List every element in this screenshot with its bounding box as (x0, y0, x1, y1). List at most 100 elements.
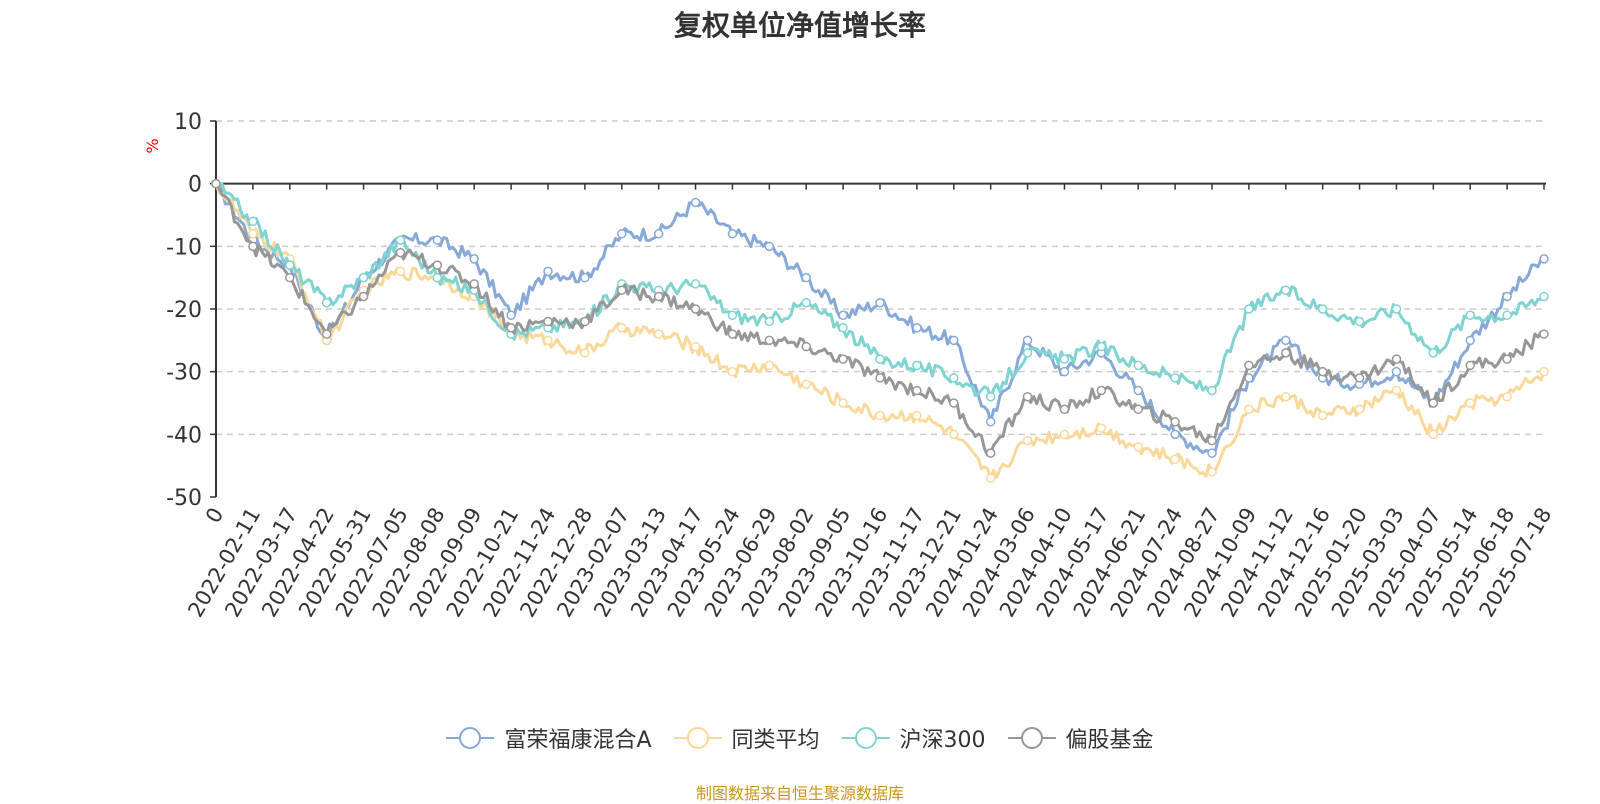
legend-item[interactable]: 同类平均 (673, 722, 820, 754)
data-point (248, 216, 258, 227)
data-point (1502, 354, 1512, 364)
y-tick-label: -30 (166, 361, 202, 386)
data-point (1059, 366, 1070, 377)
legend-item[interactable]: 沪深300 (841, 722, 986, 754)
data-point (1317, 304, 1328, 314)
data-point (690, 197, 701, 208)
data-point (653, 229, 664, 239)
y-tick-label: -10 (166, 235, 202, 260)
y-axis-label: % (143, 138, 162, 153)
data-point (321, 329, 332, 339)
data-point (1207, 467, 1217, 477)
data-point (1170, 429, 1180, 440)
data-point (580, 348, 590, 358)
data-point (727, 366, 738, 377)
data-point (1059, 429, 1070, 440)
data-point (617, 285, 627, 295)
legend-swatch-icon (446, 727, 495, 749)
data-point (1428, 398, 1439, 408)
data-point (285, 272, 295, 283)
data-point (543, 335, 553, 346)
y-tick-label: 0 (188, 173, 202, 198)
data-point (1502, 391, 1512, 402)
data-point (690, 304, 701, 314)
data-point (764, 360, 775, 371)
x-tick-label: 0 (201, 504, 228, 528)
data-point (690, 279, 701, 289)
data-point (912, 323, 922, 333)
data-point (506, 323, 516, 333)
data-point (1502, 291, 1512, 302)
data-point (912, 360, 922, 371)
data-point (1391, 354, 1402, 364)
data-point (1539, 366, 1549, 377)
chart-title: 复权单位净值增长率 (673, 9, 926, 42)
data-point (358, 291, 369, 302)
data-point (801, 272, 811, 283)
data-point (912, 385, 922, 396)
data-point (838, 323, 848, 333)
data-point (1244, 304, 1254, 314)
data-point (653, 291, 664, 302)
data-point (764, 335, 775, 346)
legend-item[interactable]: 偏股基金 (1007, 722, 1154, 754)
data-point (727, 329, 738, 339)
data-point (801, 341, 811, 352)
data-point (1170, 454, 1180, 465)
data-point (1391, 385, 1402, 396)
data-point (1022, 391, 1033, 402)
data-point (985, 473, 996, 483)
legend-swatch-icon (841, 727, 890, 749)
data-point (690, 341, 701, 352)
data-point (949, 398, 959, 408)
data-point (1465, 310, 1475, 321)
data-point (1281, 391, 1291, 402)
data-point (949, 335, 959, 346)
data-point (838, 310, 848, 321)
data-point (838, 398, 848, 408)
data-point (653, 329, 664, 339)
data-point (1354, 373, 1365, 383)
data-point (985, 448, 996, 458)
legend-item[interactable]: 富荣福康混合A (446, 722, 652, 754)
y-tick-label: -50 (166, 486, 202, 511)
data-point (432, 272, 443, 283)
data-point (1428, 429, 1439, 440)
line-chart: 100-10-20-30-40-50%02022-02-112022-03-17… (143, 110, 1556, 621)
data-point (469, 279, 479, 289)
data-point (321, 297, 332, 308)
data-point (875, 354, 885, 364)
data-point (1096, 423, 1107, 433)
data-point (1096, 341, 1107, 352)
data-point (985, 417, 996, 427)
data-point (949, 429, 959, 440)
y-tick-label: -20 (166, 298, 202, 323)
data-point (949, 373, 959, 383)
data-point (875, 297, 885, 308)
series-lines (211, 178, 1549, 483)
data-point (1428, 348, 1439, 358)
data-point (1170, 417, 1180, 427)
data-point (543, 266, 553, 277)
data-point (1022, 348, 1033, 358)
data-point (1059, 354, 1070, 364)
data-point (1244, 360, 1254, 371)
legend-label: 沪深300 (899, 728, 986, 753)
data-point (727, 229, 738, 239)
data-point (1133, 404, 1143, 415)
data-point (801, 379, 811, 389)
data-point (1391, 366, 1402, 377)
data-point (1096, 385, 1107, 396)
data-point (1059, 404, 1070, 415)
grid-lines (216, 120, 1544, 436)
data-point (1281, 335, 1291, 346)
data-point (395, 235, 406, 245)
data-point (1539, 254, 1549, 264)
data-point (1207, 435, 1217, 446)
axis-labels: 100-10-20-30-40-50%02022-02-112022-03-17… (143, 110, 1556, 621)
data-point (248, 229, 258, 239)
data-point (1539, 291, 1549, 302)
data-point (838, 354, 848, 364)
data-point (617, 323, 627, 333)
data-point (395, 247, 406, 258)
